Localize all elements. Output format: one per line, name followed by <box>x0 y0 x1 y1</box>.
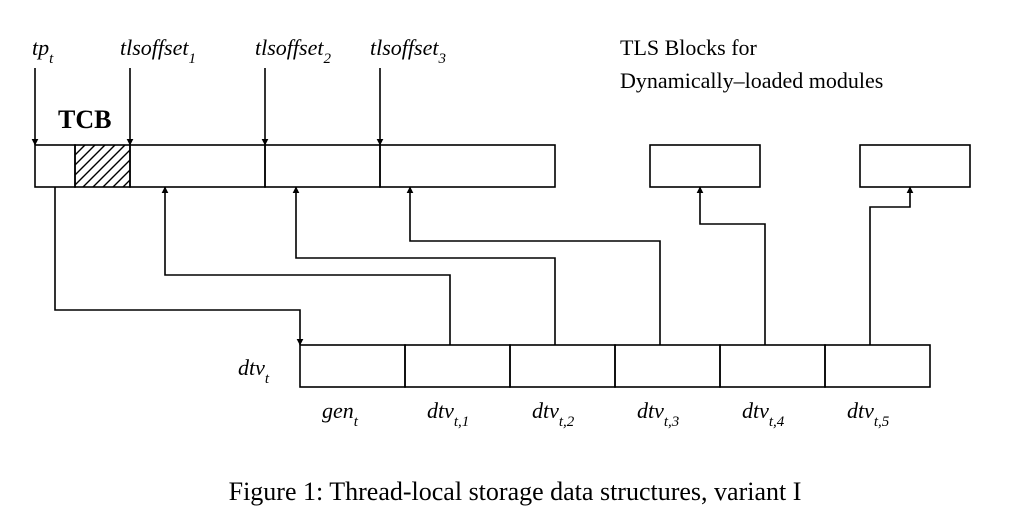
label-lower-1: dtvt,1 <box>427 398 469 430</box>
label-dyn-1: TLS Blocks for <box>620 35 758 60</box>
label-tlsoffset-3: tlsoffset3 <box>370 35 446 67</box>
diagram-svg: tpt tlsoffset1 tlsoffset2 tlsoffset3 TCB TLS … <box>0 0 1031 530</box>
label-tlsoffset-2: tlsoffset2 <box>255 35 331 67</box>
label-lower-5: dtvt,5 <box>847 398 890 430</box>
arrow-dtv-to-block-2 <box>296 187 555 345</box>
tcb-hatched <box>75 145 130 187</box>
dtv-cell-1 <box>405 345 510 387</box>
diagram-container: tpt tlsoffset1 tlsoffset2 tlsoffset3 TCB TLS … <box>0 0 1031 530</box>
label-lower-0: gent <box>322 398 359 430</box>
dtv-cell-5 <box>825 345 930 387</box>
tls-block-1 <box>130 145 265 187</box>
arrow-dtv-to-block-4 <box>700 187 765 345</box>
tcb-cell <box>35 145 75 187</box>
label-lower-3: dtvt,3 <box>637 398 679 430</box>
arrow-dtv-to-block-5 <box>870 187 910 345</box>
arrow-dtv-to-block-1 <box>165 187 450 345</box>
label-tcb: TCB <box>58 105 111 134</box>
figure-caption: Figure 1: Thread-local storage data stru… <box>229 477 802 506</box>
label-tp: tpt <box>32 35 54 67</box>
label-tlsoffset-1: tlsoffset1 <box>120 35 196 67</box>
label-lower-4: dtvt,4 <box>742 398 785 430</box>
arrow-dtv-to-block-3 <box>410 187 660 345</box>
dtv-cell-3 <box>615 345 720 387</box>
dtv-cell-0 <box>300 345 405 387</box>
dtv-cell-2 <box>510 345 615 387</box>
dtv-cell-4 <box>720 345 825 387</box>
label-lower-2: dtvt,2 <box>532 398 575 430</box>
dyn-block-2 <box>860 145 970 187</box>
label-dyn-2: Dynamically–loaded modules <box>620 68 883 93</box>
label-dtv: dtvt <box>238 355 270 387</box>
tls-block-3 <box>380 145 555 187</box>
dyn-block-1 <box>650 145 760 187</box>
arrow-tcb-to-dtv <box>55 187 300 345</box>
tls-block-2 <box>265 145 380 187</box>
